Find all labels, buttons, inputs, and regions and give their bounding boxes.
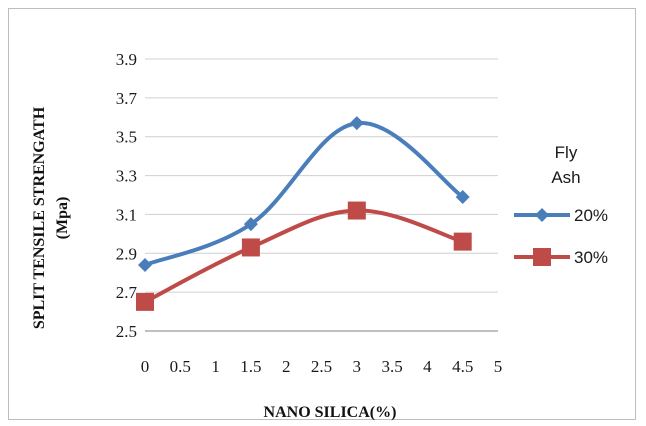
x-tick-label: 1.5 (240, 357, 261, 376)
x-tick-label: 4.5 (452, 357, 473, 376)
legend-title-line1: Fly (555, 143, 578, 162)
series-1-point (453, 232, 472, 251)
legend-swatch-marker (535, 208, 549, 222)
series-1-point (136, 292, 154, 311)
legend-title-line2: Ash (551, 168, 580, 187)
y-tick-label: 3.5 (116, 128, 137, 147)
y-tick-labels: 2.5 2.7 2.9 3.1 3.3 3.5 3.7 3.9 (116, 50, 138, 341)
y-tick-label: 3.7 (116, 89, 138, 108)
series-0-point (243, 217, 258, 232)
legend-item: 30% (514, 248, 608, 267)
legend-label: 20% (574, 206, 608, 225)
x-tick-label: 5 (494, 357, 503, 376)
series-1-line (143, 208, 465, 304)
legend-item: 20% (514, 206, 608, 225)
legend-items: 20% 30% (514, 206, 608, 267)
y-tick-label: 2.5 (116, 322, 137, 341)
legend: Fly Ash 20% 30% (514, 143, 608, 267)
x-tick-label: 3.5 (381, 357, 402, 376)
gridlines (145, 58, 498, 293)
y-tick-label: 2.7 (116, 283, 138, 302)
series-1-point (241, 238, 260, 257)
series-0-line (143, 121, 465, 267)
y-axis-title: SPLIT TENSILE STRENGATH (31, 106, 48, 329)
x-tick-label: 0.5 (170, 357, 191, 376)
legend-label: 30% (574, 248, 608, 267)
series-1 (136, 201, 472, 311)
y-tick-label: 3.9 (116, 50, 137, 69)
x-tick-labels: 0 0.5 1 1.5 2 2.5 3 3.5 4 4.5 5 (141, 357, 503, 376)
y-tick-label: 2.9 (116, 244, 137, 263)
series-layer (136, 116, 472, 311)
legend-swatch-marker (533, 248, 551, 266)
series-0-point (349, 116, 364, 131)
x-tick-label: 2.5 (311, 357, 332, 376)
series-0-point (455, 189, 470, 204)
y-tick-label: 3.3 (116, 167, 137, 186)
series-1-point (347, 201, 366, 220)
x-tick-label: 4 (423, 357, 432, 376)
y-tick-label: 3.1 (116, 205, 137, 224)
x-axis-title: NANO SILICA(%) (264, 404, 397, 421)
x-tick-label: 2 (282, 357, 291, 376)
y-axis-unit: (Mpa) (54, 197, 71, 240)
series-0-point (138, 257, 152, 272)
x-tick-label: 0 (141, 357, 150, 376)
x-tick-label: 3 (353, 357, 362, 376)
x-tick-label: 1 (211, 357, 220, 376)
series-0 (138, 116, 470, 272)
